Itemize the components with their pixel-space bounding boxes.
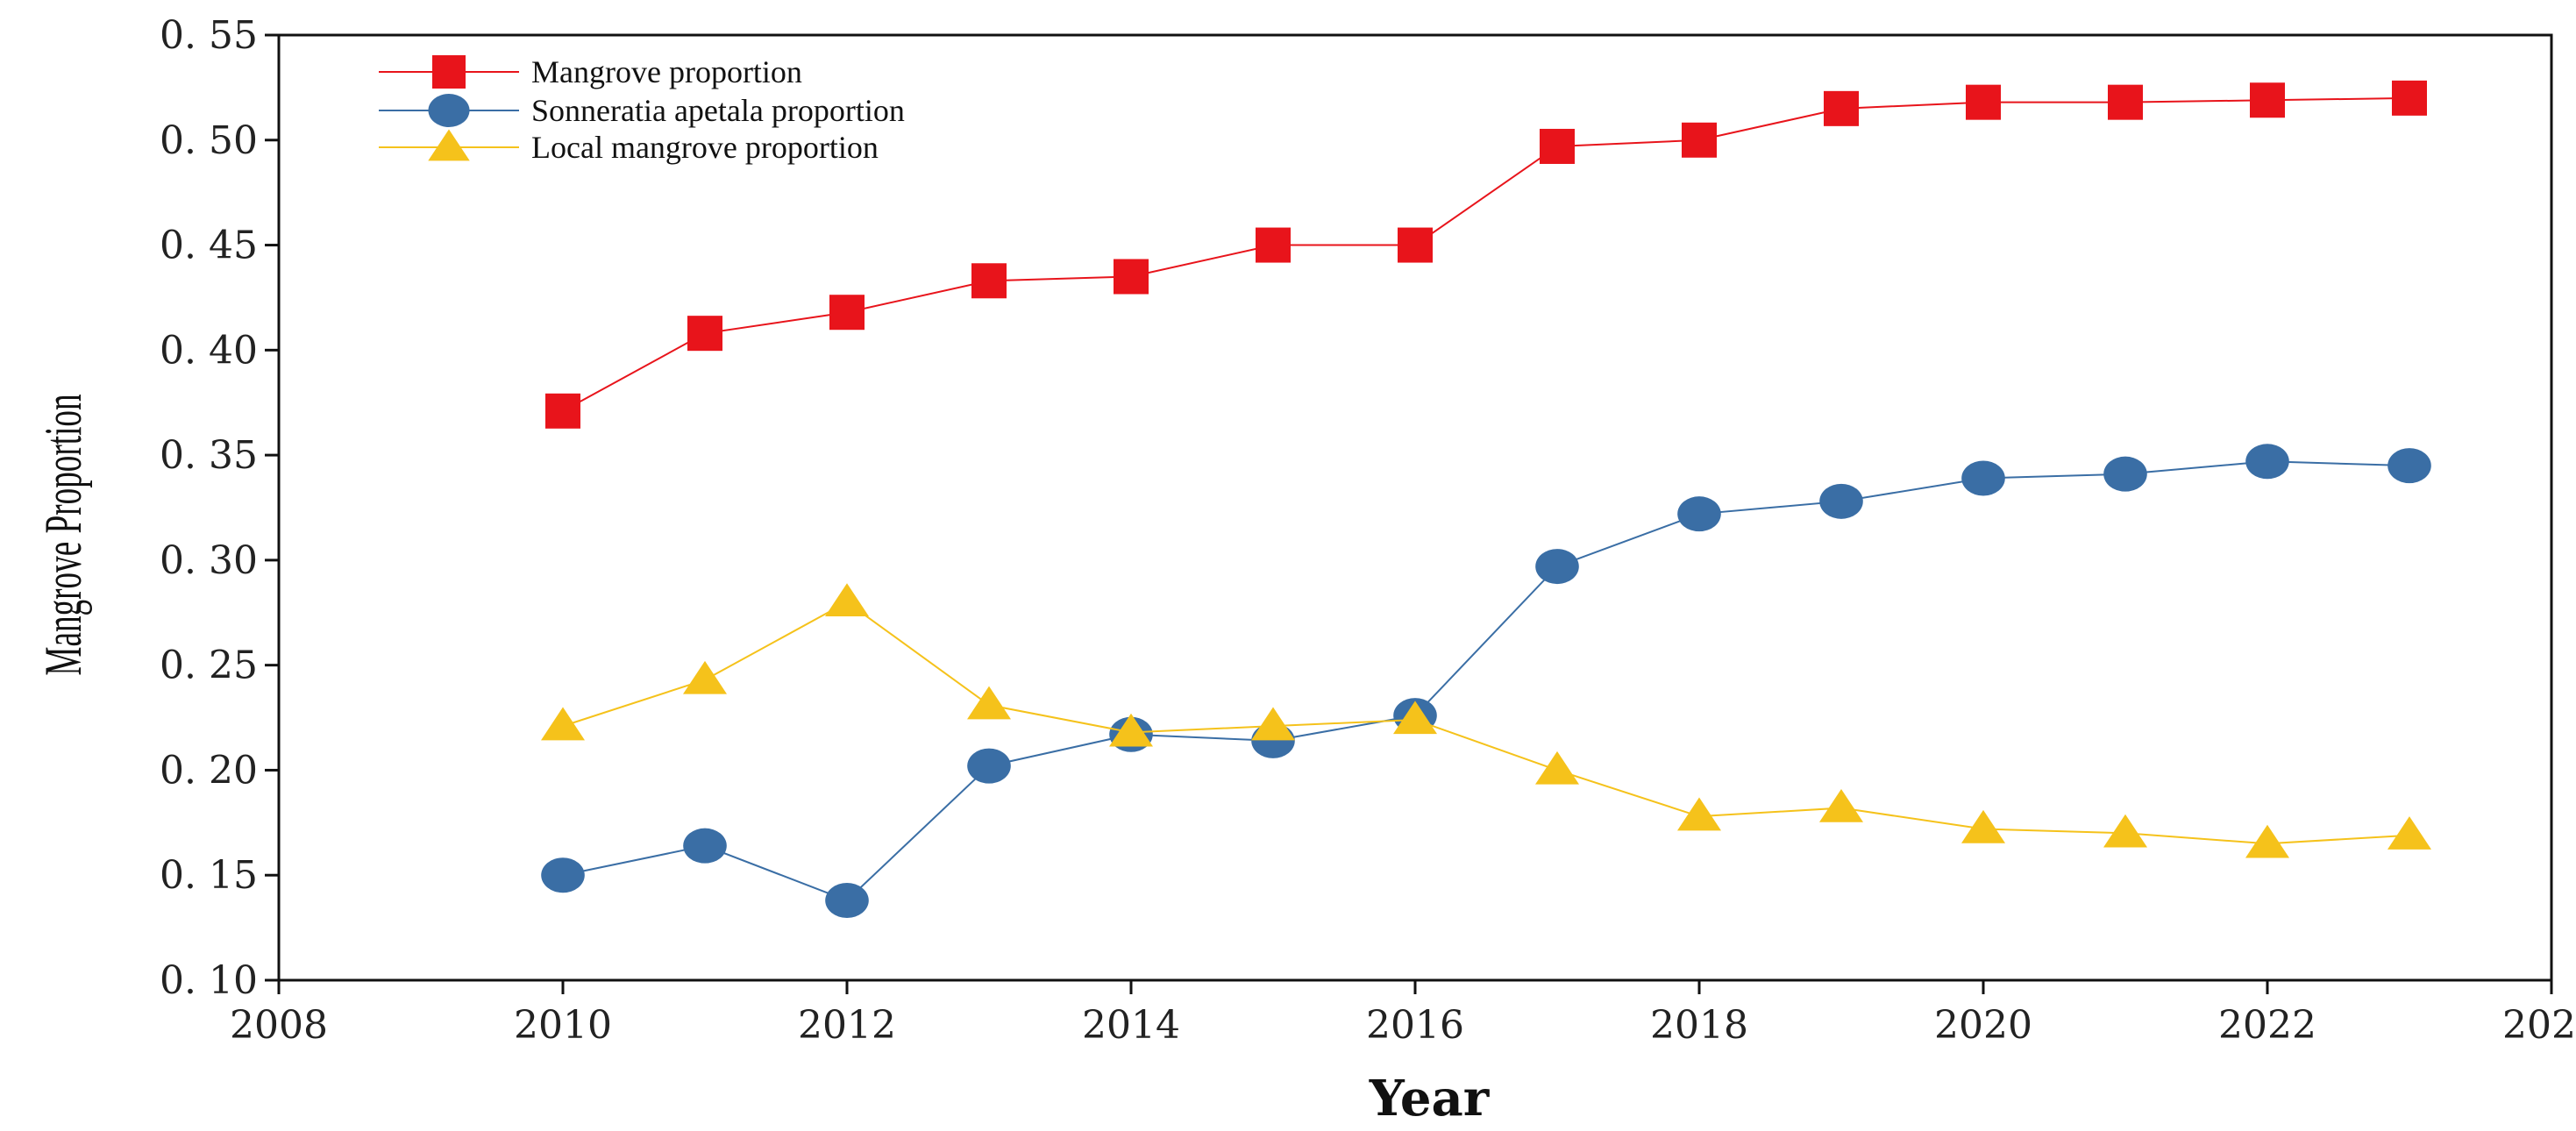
data-point-square xyxy=(1256,227,1291,263)
data-point-square xyxy=(1966,84,2001,120)
y-tick-label: 0. 25 xyxy=(160,644,258,688)
data-point-triangle xyxy=(1109,713,1153,747)
x-tick-label: 2020 xyxy=(1934,1003,2032,1048)
data-point-square xyxy=(1682,122,1717,158)
y-axis-title: Mangrove Proportion xyxy=(34,394,92,675)
series-layer xyxy=(541,80,2431,918)
axes: 2008 2010 2012 2014 2016 2018 2020 2022 2024 0. 1… xyxy=(160,13,2576,1048)
data-point-triangle xyxy=(1535,750,1579,785)
x-tick-label: 2018 xyxy=(1650,1003,1748,1048)
data-point-circle xyxy=(428,94,470,127)
x-tick-label: 2008 xyxy=(230,1003,328,1048)
x-tick-label: 2014 xyxy=(1082,1003,1180,1048)
data-point-triangle xyxy=(1251,707,1295,741)
legend: Mangrove proportion Sonneratia apetala pr… xyxy=(379,54,905,165)
y-tick-label: 0. 55 xyxy=(160,13,258,58)
y-tick-label: 0. 45 xyxy=(160,224,258,268)
x-tick-label: 2024 xyxy=(2502,1003,2576,1048)
y-tick-label: 0. 50 xyxy=(160,118,258,163)
plot-frame xyxy=(277,33,2553,982)
data-point-square xyxy=(1540,128,1575,164)
data-point-triangle xyxy=(683,660,727,694)
data-point-square xyxy=(545,393,580,429)
legend-entry: Sonneratia apetala proportion xyxy=(379,93,905,128)
x-axis-title: Year xyxy=(1369,1070,1491,1127)
data-point-triangle xyxy=(825,583,869,616)
x-tick-label: 2016 xyxy=(1366,1003,1464,1048)
series-square xyxy=(545,80,2427,429)
data-point-triangle xyxy=(1819,788,1863,822)
data-point-circle xyxy=(1961,460,2005,496)
x-tick-label: 2022 xyxy=(2218,1003,2316,1048)
y-tick-label: 0. 15 xyxy=(160,853,258,898)
data-point-triangle xyxy=(2387,816,2431,850)
data-point-square xyxy=(1114,259,1149,295)
series-circle xyxy=(541,444,2431,918)
data-point-square xyxy=(687,316,722,352)
series-line xyxy=(562,460,2410,902)
y-tick-label: 0. 30 xyxy=(160,538,258,583)
x-tick-label: 2012 xyxy=(798,1003,896,1048)
data-point-triangle xyxy=(2245,824,2289,858)
data-point-circle xyxy=(541,857,585,893)
data-point-square xyxy=(829,295,865,331)
data-point-triangle xyxy=(428,129,470,161)
legend-entry: Local mangrove proportion xyxy=(379,129,879,165)
series-line xyxy=(562,601,2410,845)
data-point-square xyxy=(971,263,1007,299)
data-point-square xyxy=(1824,90,1859,126)
data-point-circle xyxy=(1535,549,1579,585)
data-point-square xyxy=(2250,82,2285,118)
legend-label: Sonneratia apetala proportion xyxy=(531,93,905,128)
data-point-square xyxy=(1398,227,1433,263)
series-line xyxy=(562,96,2410,412)
data-point-circle xyxy=(2387,448,2431,484)
series-triangle xyxy=(541,583,2431,858)
data-point-circle xyxy=(967,748,1011,784)
legend-label: Mangrove proportion xyxy=(531,54,802,89)
data-point-triangle xyxy=(1677,797,1721,831)
data-point-circle xyxy=(2245,444,2289,480)
data-point-triangle xyxy=(541,707,585,741)
legend-label: Local mangrove proportion xyxy=(531,130,879,165)
y-tick-label: 0. 35 xyxy=(160,433,258,478)
data-point-square xyxy=(2392,80,2427,116)
data-point-square xyxy=(2108,84,2143,120)
data-point-circle xyxy=(1819,483,1863,519)
y-tick-label: 0. 40 xyxy=(160,328,258,373)
data-point-circle xyxy=(2103,456,2147,492)
data-point-circle xyxy=(683,828,727,864)
data-point-triangle xyxy=(1961,809,2005,843)
y-tick-label: 0. 20 xyxy=(160,748,258,793)
data-point-triangle xyxy=(1393,701,1437,735)
x-tick-label: 2010 xyxy=(514,1003,612,1048)
y-tick-label: 0. 10 xyxy=(160,958,258,1003)
data-point-square xyxy=(432,55,466,89)
data-point-triangle xyxy=(2103,814,2147,848)
data-point-circle xyxy=(825,882,869,918)
data-point-circle xyxy=(1677,496,1721,532)
legend-entry: Mangrove proportion xyxy=(379,54,802,89)
data-point-triangle xyxy=(967,686,1011,720)
